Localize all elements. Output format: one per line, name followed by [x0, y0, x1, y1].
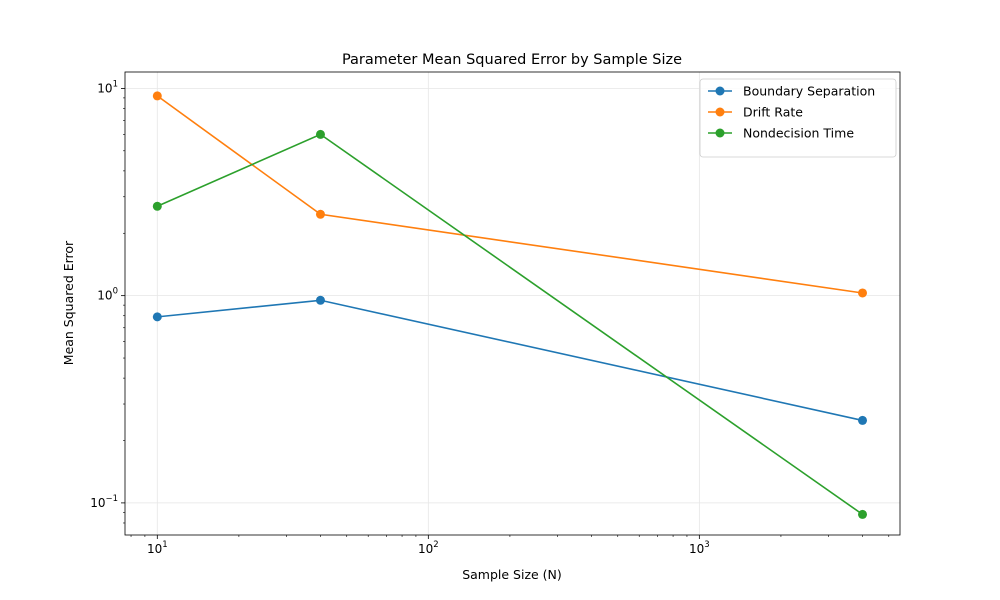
x-tick-base: 10: [418, 542, 433, 556]
legend-swatch-marker: [715, 107, 725, 117]
plot-frame: [124, 71, 901, 536]
y-tick-exponent: 0: [113, 287, 118, 297]
data-point: [315, 209, 325, 219]
legend-item: Nondecision Time: [708, 126, 854, 141]
data-point: [152, 201, 162, 211]
legend-label: Drift Rate: [743, 105, 803, 120]
y-tick-exponent: 1: [113, 79, 118, 89]
x-axis-label: Sample Size (N): [462, 567, 562, 582]
chart-title: Parameter Mean Squared Error by Sample S…: [342, 52, 682, 68]
legend-box: [699, 78, 897, 158]
x-tick-base: 10: [689, 542, 704, 556]
data-point: [315, 295, 325, 305]
y-tick-base: 10: [90, 496, 105, 510]
y-tick-exponent: −1: [105, 494, 118, 504]
series-drift-rate: [152, 91, 868, 298]
series-boundary-separation: [152, 295, 868, 425]
legend-swatch-marker: [715, 128, 725, 138]
legend-item: Boundary Separation: [708, 84, 875, 99]
x-tick-label: 101: [147, 540, 168, 556]
y-tick-base: 10: [97, 81, 112, 95]
legend-label: Boundary Separation: [743, 84, 875, 99]
legend-label: Nondecision Time: [743, 126, 854, 141]
y-tick-base: 10: [97, 289, 112, 303]
y-tick-label: 100: [97, 287, 118, 303]
legend-swatch-marker: [715, 86, 725, 96]
x-tick-exponent: 2: [433, 540, 438, 550]
legend: Boundary Separation Drift Rate Nondecision…: [699, 78, 897, 158]
data-point: [858, 415, 868, 425]
legend-item: Drift Rate: [708, 105, 803, 120]
x-tick-base: 10: [147, 542, 162, 556]
y-tick-label: 10−1: [90, 494, 118, 510]
data-point: [152, 312, 162, 322]
data-point: [858, 509, 868, 519]
series-layer: [152, 91, 868, 519]
x-tick-exponent: 1: [162, 540, 167, 550]
data-point: [315, 129, 325, 139]
series-nondecision-time: [152, 129, 868, 519]
data-point: [152, 91, 162, 101]
x-tick-exponent: 3: [704, 540, 709, 550]
y-tick-label: 101: [97, 79, 118, 95]
data-point: [858, 288, 868, 298]
y-axis-label: Mean Squared Error: [61, 240, 76, 365]
x-tick-label: 103: [689, 540, 710, 556]
x-tick-label: 102: [418, 540, 439, 556]
